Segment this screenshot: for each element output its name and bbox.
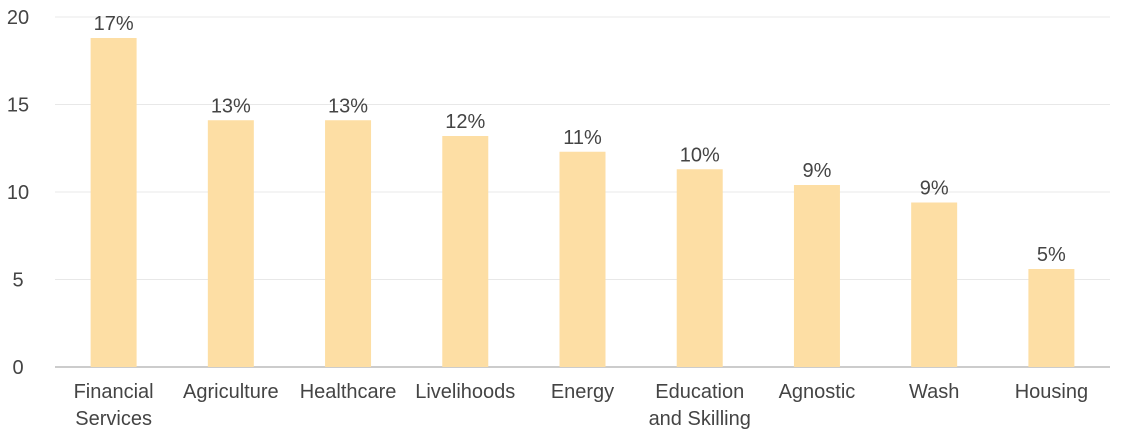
bar xyxy=(911,202,958,367)
x-tick-label: Services xyxy=(75,408,152,430)
x-tick-label: Healthcare xyxy=(300,381,397,403)
x-tick-label: Financial xyxy=(74,381,154,403)
data-labels: 17% 13% 13% 12% 11% 10% 9% 9% 5% xyxy=(94,13,1066,266)
bar-data-label: 5% xyxy=(1037,244,1066,266)
x-tick-label: Education xyxy=(655,381,744,403)
bar-data-label: 9% xyxy=(920,178,949,200)
bar-data-label: 13% xyxy=(328,95,368,117)
y-tick-label: 20 xyxy=(7,7,29,29)
bar-data-label: 12% xyxy=(445,111,485,133)
y-tick-label: 0 xyxy=(12,357,23,379)
bar xyxy=(559,151,606,367)
bar xyxy=(442,136,489,367)
bar xyxy=(207,120,254,367)
y-tick-label: 15 xyxy=(7,95,29,117)
bar xyxy=(676,169,723,367)
x-tick-label: Wash xyxy=(909,381,959,403)
bar xyxy=(793,185,840,367)
bar xyxy=(1028,269,1075,367)
x-tick-label: Agnostic xyxy=(779,381,856,403)
bar xyxy=(325,120,372,367)
bars xyxy=(90,38,1075,367)
x-tick-label: Agriculture xyxy=(183,381,279,403)
x-tick-label: Housing xyxy=(1015,381,1088,403)
x-tick-label: Livelihoods xyxy=(415,381,515,403)
bar-data-label: 11% xyxy=(563,127,602,149)
bar xyxy=(90,38,137,367)
x-tick-label: and Skilling xyxy=(649,408,751,430)
bar-data-label: 9% xyxy=(802,160,831,182)
bar-data-label: 10% xyxy=(680,144,720,166)
y-axis-tick-labels: 0 5 10 15 20 xyxy=(7,7,29,379)
y-tick-label: 5 xyxy=(12,270,23,292)
x-tick-label: Energy xyxy=(551,381,614,403)
bar-data-label: 17% xyxy=(94,13,134,35)
x-axis-tick-labels: Financial Services Agriculture Healthcare Li… xyxy=(74,381,1088,430)
bar-data-label: 13% xyxy=(211,95,251,117)
y-tick-label: 10 xyxy=(7,182,29,204)
